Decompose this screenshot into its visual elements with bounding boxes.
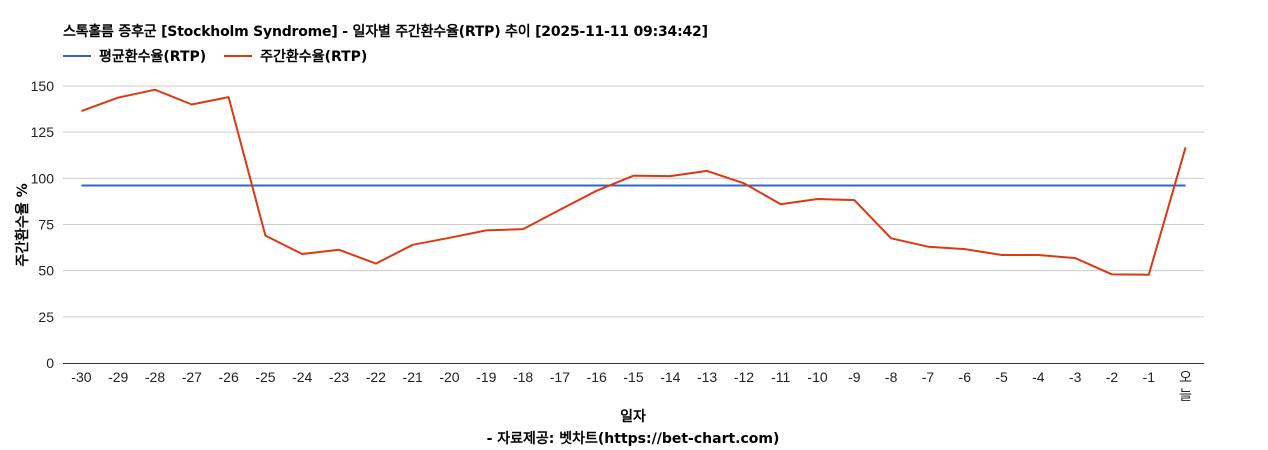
x-tick-label: -25 — [255, 369, 275, 385]
x-axis-title: 일자 — [620, 409, 646, 425]
y-tick-label: 75 — [38, 217, 54, 233]
x-tick-label: -3 — [1069, 369, 1082, 385]
x-tick-label: -14 — [660, 369, 680, 385]
y-axis-ticks: 0 25 50 75 100 125 150 — [31, 78, 55, 371]
y-tick-label: 50 — [38, 263, 54, 279]
x-tick-label: -22 — [366, 369, 386, 385]
data-source-credit: - 자료제공: 벳차트(https://bet-chart.com) — [486, 431, 780, 447]
x-tick-label: -5 — [995, 369, 1008, 385]
x-tick-label: -17 — [550, 369, 570, 385]
x-tick-label: -19 — [476, 369, 496, 385]
y-tick-label: 25 — [38, 309, 54, 325]
legend-swatch-average — [63, 55, 91, 57]
legend-swatch-weekly — [224, 55, 253, 57]
x-tick-label: -10 — [807, 369, 827, 385]
x-tick-label: -7 — [922, 369, 935, 385]
x-tick-label: -18 — [513, 369, 533, 385]
y-tick-label: 100 — [31, 170, 55, 186]
x-tick-label: -20 — [439, 369, 459, 385]
x-tick-label: -15 — [623, 369, 643, 385]
y-tick-label: 125 — [31, 124, 55, 140]
x-tick-label: -27 — [182, 369, 202, 385]
x-tick-label: -11 — [771, 369, 790, 385]
y-tick-label: 150 — [31, 78, 55, 94]
x-tick-label: -23 — [329, 369, 349, 385]
legend-item-weekly[interactable]: 주간환수율(RTP) — [224, 46, 367, 66]
x-axis-ticks: -30 -29 -28 -27 -26 -25 -24 -23 -22 -21 -20 -19 -18 -… — [71, 369, 1192, 403]
x-tick-label: -13 — [697, 369, 717, 385]
legend-label-average: 평균환수율(RTP) — [99, 49, 207, 65]
series-line-weekly[interactable] — [81, 88, 1187, 276]
x-tick-label: 오 — [1179, 369, 1192, 385]
x-tick-label: -26 — [219, 369, 239, 385]
x-tick-label: -30 — [71, 369, 91, 385]
x-tick-label: -28 — [145, 369, 165, 385]
x-tick-label: -12 — [734, 369, 754, 385]
gridlines — [63, 85, 1204, 318]
legend-item-average[interactable]: 평균환수율(RTP) — [63, 46, 206, 66]
x-tick-label: -29 — [108, 369, 128, 385]
legend-label-weekly: 주간환수율(RTP) — [260, 49, 368, 65]
x-tick-label: -16 — [587, 369, 607, 385]
x-tick-label: -8 — [885, 369, 898, 385]
x-tick-label: -4 — [1032, 369, 1045, 385]
x-tick-label: -21 — [403, 369, 423, 385]
x-tick-label: -2 — [1106, 369, 1119, 385]
x-tick-label: -6 — [959, 369, 972, 385]
x-tick-label: -1 — [1143, 369, 1156, 385]
x-tick-label: 늘 — [1179, 387, 1192, 403]
x-tick-label: -9 — [848, 369, 861, 385]
y-tick-label: 0 — [46, 355, 54, 371]
x-tick-label: -24 — [292, 369, 312, 385]
legend: 평균환수율(RTP) 주간환수율(RTP) — [63, 46, 385, 66]
chart-title: 스톡홀름 증후군 [Stockholm Syndrome] - 일자별 주간환수… — [63, 24, 708, 40]
